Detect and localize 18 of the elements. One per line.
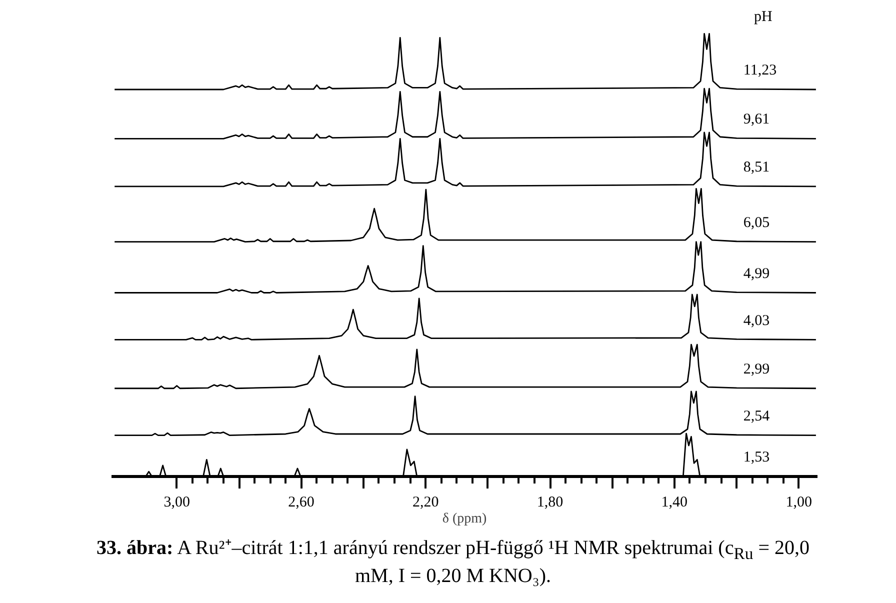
- series-label: 9,61: [743, 112, 770, 128]
- text: 33. ábra: A Ru²⁺–citrát 1:1,1 arányú rendszer pH-függő ¹H NMR spektrumai (c$_{Ru}$ = 20,0 mM, I = 0,20 M KNO₃).: [96, 537, 810, 587]
- x-tick-label: 2,20: [412, 494, 439, 510]
- x-tick-label: 2,60: [288, 494, 314, 510]
- x-tick-label: 3,00: [164, 494, 190, 510]
- series-label: 1,53: [743, 450, 770, 466]
- series-label: 6,05: [743, 214, 770, 231]
- x-tick-label: 1,00: [786, 494, 812, 510]
- series-label: 4,99: [743, 266, 770, 282]
- series-label: 2,54: [743, 408, 770, 424]
- legend-title: pH: [754, 8, 772, 25]
- series-label: 8,51: [743, 160, 770, 176]
- series-label: 11,23: [743, 62, 777, 79]
- x-tick-label: 1,80: [536, 494, 564, 510]
- series-label: 2,99: [743, 361, 770, 378]
- x-tick-label: 1,40: [661, 494, 688, 510]
- x-axis-title: δ (ppm): [442, 512, 487, 526]
- series-label: 4,03: [743, 312, 770, 329]
